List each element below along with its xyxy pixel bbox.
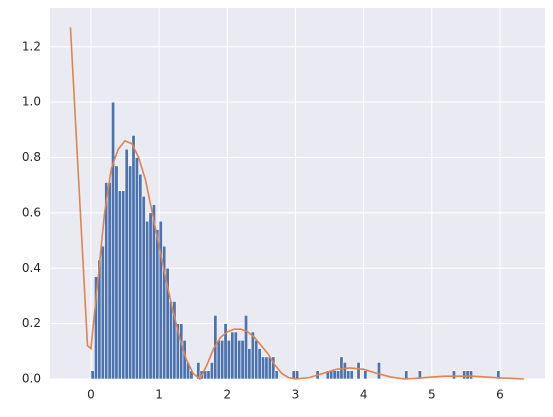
histogram-bar bbox=[254, 339, 259, 380]
histogram-bar bbox=[465, 370, 470, 380]
histogram-bar bbox=[451, 370, 456, 380]
histogram-bar bbox=[247, 348, 252, 380]
histogram-bar bbox=[332, 370, 337, 380]
histogram-bar bbox=[274, 370, 279, 380]
histogram-bar bbox=[240, 339, 245, 380]
histogram-bar bbox=[233, 331, 238, 380]
histogram-bar bbox=[264, 356, 269, 380]
histogram-bar bbox=[100, 245, 105, 380]
histogram-bar bbox=[349, 370, 354, 380]
y-tick-label: 1.2 bbox=[22, 39, 41, 53]
x-tick-label: 5 bbox=[428, 388, 436, 402]
histogram-bar bbox=[216, 339, 221, 380]
histogram-bar bbox=[230, 331, 235, 380]
y-tick-label: 0.8 bbox=[22, 150, 41, 164]
x-tick-label: 6 bbox=[496, 388, 504, 402]
histogram-bar bbox=[363, 370, 368, 380]
histogram-bar bbox=[226, 339, 231, 380]
histogram-bar bbox=[496, 370, 501, 380]
y-tick-label: 1.0 bbox=[22, 95, 41, 109]
histogram-bar bbox=[114, 165, 119, 380]
histogram-bar bbox=[107, 182, 112, 380]
y-tick-label: 0.6 bbox=[22, 205, 41, 219]
histogram-bar bbox=[237, 339, 242, 380]
histogram-bar bbox=[145, 220, 150, 380]
x-tick-label: 1 bbox=[155, 388, 163, 402]
histogram-bar bbox=[148, 212, 153, 380]
histogram-bar bbox=[417, 370, 422, 380]
y-tick-label: 0.2 bbox=[22, 316, 41, 330]
histogram-bar bbox=[346, 370, 351, 380]
histogram-bar bbox=[169, 301, 174, 380]
histogram-bar bbox=[376, 362, 381, 380]
histogram-bar bbox=[111, 101, 116, 380]
y-tick-label: 0.0 bbox=[22, 372, 41, 386]
x-tick-label: 4 bbox=[360, 388, 368, 402]
histogram-bar bbox=[131, 135, 136, 380]
histogram-bar bbox=[220, 339, 225, 380]
histogram-bar bbox=[336, 370, 341, 380]
histogram-bar bbox=[462, 370, 467, 380]
histogram-bar bbox=[271, 356, 276, 380]
histogram-bar bbox=[404, 370, 409, 380]
histogram-bar bbox=[261, 356, 266, 380]
histogram-bar bbox=[209, 362, 214, 380]
histogram-bar bbox=[141, 195, 146, 380]
histogram-bar bbox=[128, 165, 133, 380]
density-line bbox=[69, 27, 524, 381]
y-tick-label: 0.4 bbox=[22, 261, 41, 275]
x-tick-label: 3 bbox=[292, 388, 300, 402]
histogram-bar bbox=[295, 370, 300, 380]
histogram-bar bbox=[257, 348, 262, 380]
histogram-bar bbox=[90, 370, 95, 380]
histogram-bar bbox=[179, 323, 184, 380]
x-tick-label: 2 bbox=[223, 388, 231, 402]
histogram-bar bbox=[250, 331, 255, 380]
histogram-bar bbox=[138, 173, 143, 380]
histogram-bar bbox=[469, 370, 474, 380]
histogram-bar bbox=[124, 148, 129, 380]
histogram-bar bbox=[342, 362, 347, 380]
histogram-bar bbox=[121, 190, 126, 380]
histogram-bar bbox=[117, 190, 122, 380]
x-tick-label: 0 bbox=[87, 388, 95, 402]
histogram-bar bbox=[244, 315, 249, 380]
histogram-bar bbox=[155, 229, 160, 380]
histogram-bar bbox=[206, 370, 211, 380]
histogram-bar bbox=[134, 157, 139, 380]
histogram-bar bbox=[356, 362, 361, 380]
